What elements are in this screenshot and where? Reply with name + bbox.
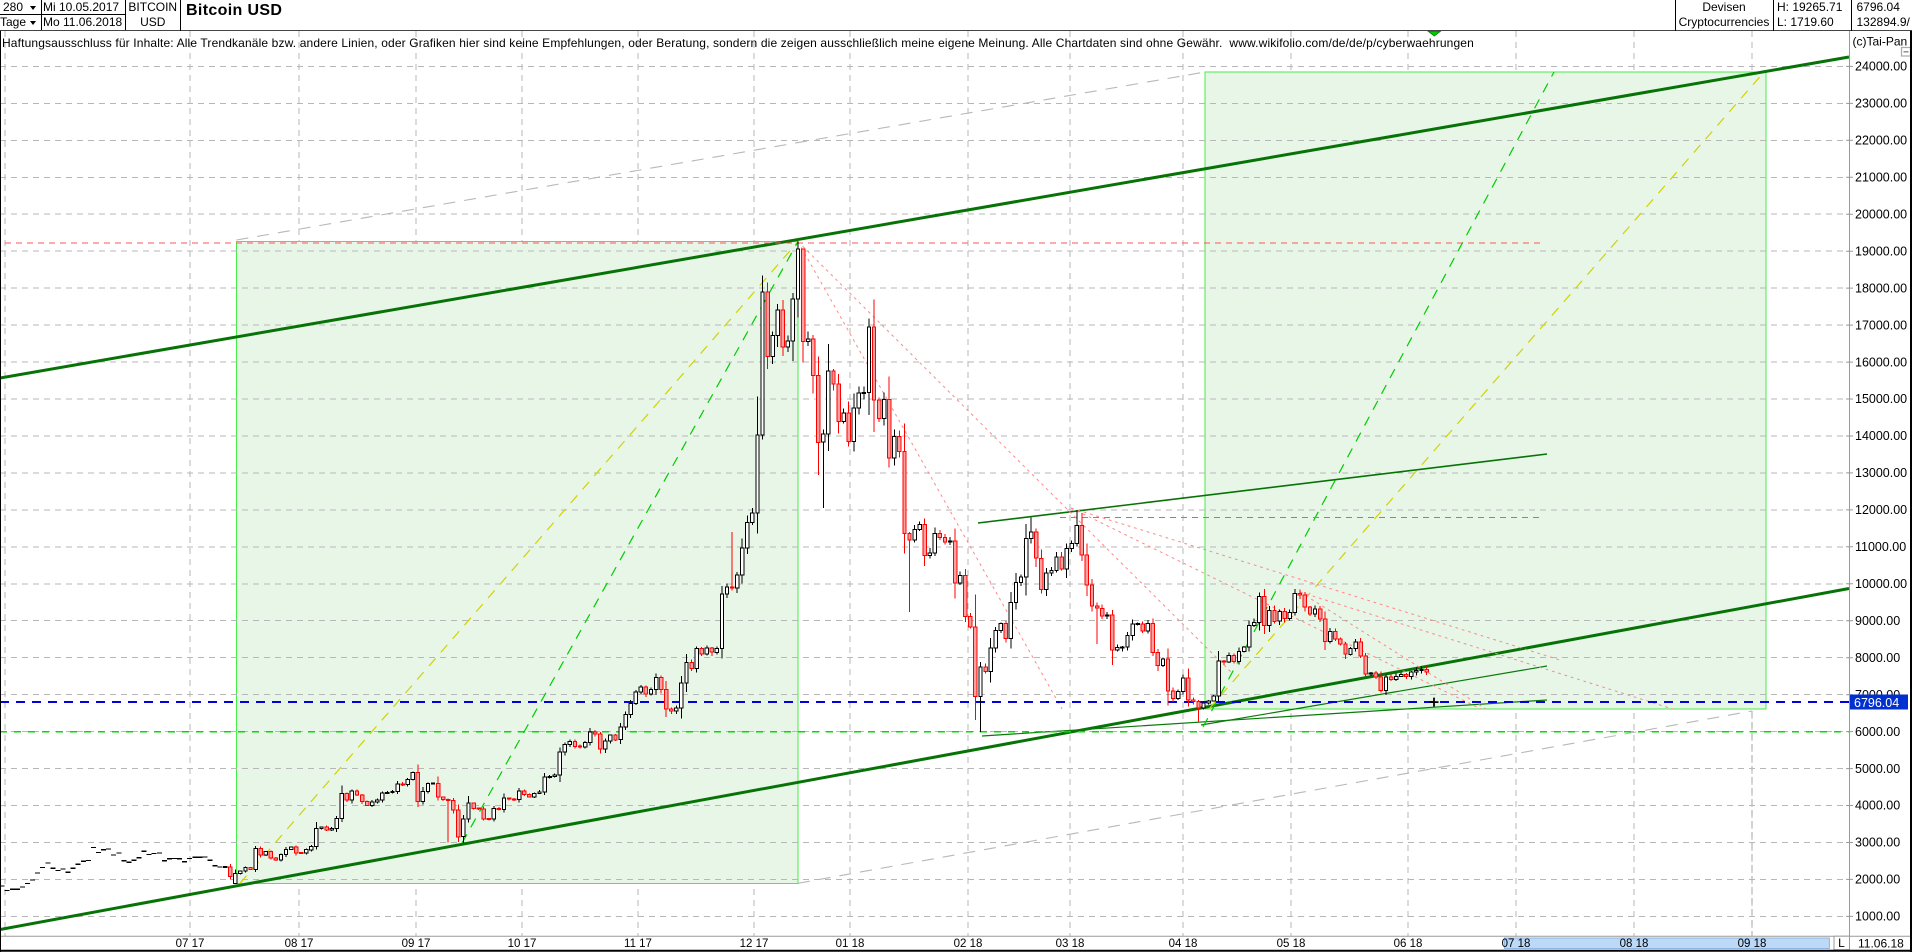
svg-text:07 17: 07 17 [176, 938, 205, 950]
svg-text:05 18: 05 18 [1277, 938, 1306, 950]
svg-text:06 18: 06 18 [1394, 938, 1423, 950]
svg-text:11.06.18: 11.06.18 [1858, 937, 1904, 951]
svg-text:20000.00: 20000.00 [1855, 207, 1907, 221]
svg-text:10000.00: 10000.00 [1855, 577, 1907, 591]
svg-text:08 18: 08 18 [1620, 938, 1649, 950]
svg-text:L: L [1838, 936, 1845, 950]
svg-text:13000.00: 13000.00 [1855, 466, 1907, 480]
svg-text:9000.00: 9000.00 [1855, 614, 1900, 628]
svg-text:1000.00: 1000.00 [1855, 910, 1900, 924]
svg-text:02 18: 02 18 [954, 938, 983, 950]
svg-text:04 18: 04 18 [1169, 938, 1198, 950]
svg-text:8000.00: 8000.00 [1855, 651, 1900, 665]
svg-text:18000.00: 18000.00 [1855, 281, 1907, 295]
svg-text:11 17: 11 17 [624, 938, 652, 950]
svg-text:12 17: 12 17 [740, 938, 769, 950]
svg-text:16000.00: 16000.00 [1855, 355, 1907, 369]
svg-text:09 17: 09 17 [402, 938, 431, 950]
svg-text:08 17: 08 17 [285, 938, 314, 950]
svg-text:14000.00: 14000.00 [1855, 429, 1907, 443]
svg-text:23000.00: 23000.00 [1855, 97, 1907, 111]
svg-text:03 18: 03 18 [1056, 938, 1085, 950]
svg-text:22000.00: 22000.00 [1855, 134, 1907, 148]
svg-text:6796.04: 6796.04 [1854, 696, 1899, 710]
svg-text:2000.00: 2000.00 [1855, 873, 1900, 887]
svg-text:3000.00: 3000.00 [1855, 836, 1900, 850]
svg-text:15000.00: 15000.00 [1855, 392, 1907, 406]
svg-text:11000.00: 11000.00 [1855, 540, 1906, 554]
svg-text:6000.00: 6000.00 [1855, 725, 1900, 739]
svg-text:09 18: 09 18 [1738, 938, 1767, 950]
svg-text:(c)Tai-Pan: (c)Tai-Pan [1853, 35, 1908, 49]
svg-text:24000.00: 24000.00 [1855, 60, 1907, 74]
svg-text:21000.00: 21000.00 [1855, 171, 1907, 185]
svg-text:10 17: 10 17 [508, 938, 537, 950]
svg-text:4000.00: 4000.00 [1855, 799, 1900, 813]
svg-text:07 18: 07 18 [1502, 938, 1531, 950]
svg-text:5000.00: 5000.00 [1855, 762, 1900, 776]
svg-text:12000.00: 12000.00 [1855, 503, 1907, 517]
svg-text:17000.00: 17000.00 [1855, 318, 1907, 332]
svg-text:19000.00: 19000.00 [1855, 244, 1907, 258]
svg-text:01 18: 01 18 [836, 938, 865, 950]
